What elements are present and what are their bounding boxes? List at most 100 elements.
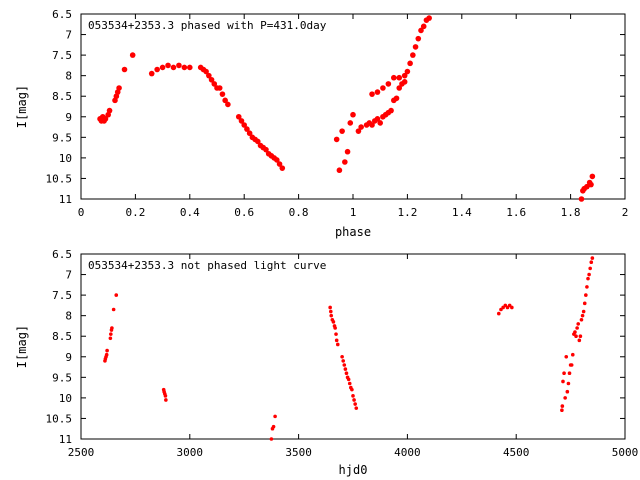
data-point — [343, 367, 348, 371]
x-tick-label: 1.6 — [506, 206, 526, 219]
data-point — [569, 363, 574, 367]
data-point — [241, 122, 247, 128]
data-point — [216, 85, 223, 91]
data-point — [102, 116, 109, 122]
y-tick-label: 6.5 — [52, 8, 72, 21]
data-point — [352, 398, 356, 402]
data-point — [222, 97, 228, 104]
data-point — [563, 396, 567, 400]
x-tick-label: 1.8 — [561, 206, 581, 219]
data-point — [333, 326, 337, 330]
data-point — [328, 305, 332, 310]
data-point — [254, 138, 261, 145]
data-point — [334, 332, 338, 336]
data-point — [358, 124, 364, 130]
data-point — [206, 72, 212, 79]
data-point — [388, 107, 394, 114]
data-point — [407, 60, 413, 67]
data-point — [159, 64, 166, 71]
data-point — [380, 85, 386, 91]
data-point — [576, 322, 581, 326]
y-tick-label: 8.5 — [52, 330, 72, 343]
data-point — [329, 309, 333, 314]
y-tick-label: 10 — [59, 152, 72, 165]
data-point — [211, 81, 218, 87]
x-tick-label: 2 — [622, 206, 629, 219]
data-point — [176, 62, 182, 69]
y-axis-label: I[mag] — [15, 85, 29, 128]
y-tick-label: 10.5 — [46, 412, 73, 425]
data-point — [329, 313, 334, 318]
data-point — [565, 389, 570, 394]
y-tick-label: 7.5 — [52, 289, 72, 302]
data-point — [331, 320, 336, 324]
data-point — [574, 334, 578, 339]
y-tick-label: 7 — [65, 29, 72, 42]
data-point — [369, 91, 375, 97]
data-point — [589, 173, 596, 180]
data-point — [570, 352, 575, 357]
data-point — [110, 326, 114, 330]
data-point — [187, 64, 193, 71]
data-point — [354, 406, 359, 410]
data-point — [566, 381, 571, 386]
data-point — [351, 394, 355, 398]
data-point — [350, 387, 354, 392]
data-point — [344, 371, 349, 376]
data-point — [106, 107, 113, 114]
data-point — [575, 326, 579, 330]
data-point — [577, 338, 582, 343]
data-point — [339, 128, 345, 134]
data-point — [580, 313, 585, 318]
chart-title: 053534+2353.3 phased with P=431.0day — [88, 19, 327, 32]
data-point — [579, 317, 584, 322]
y-tick-label: 9.5 — [52, 131, 72, 144]
data-point — [585, 285, 589, 289]
data-point — [148, 70, 155, 77]
data-point — [274, 157, 280, 163]
x-tick-label: 1.2 — [397, 206, 417, 219]
x-tick-label: 1.4 — [452, 206, 472, 219]
data-point — [588, 181, 594, 188]
y-axis-label: I[mag] — [15, 325, 29, 368]
y-tick-label: 8.5 — [52, 90, 72, 103]
x-axis-label: phase — [335, 225, 371, 239]
data-point — [401, 79, 408, 85]
data-point — [401, 72, 408, 79]
data-point — [418, 27, 424, 34]
data-point — [582, 301, 587, 306]
data-point — [109, 332, 113, 336]
x-tick-label: 4500 — [503, 446, 530, 459]
y-tick-label: 9.5 — [52, 371, 72, 384]
data-point — [355, 128, 362, 134]
plot-frame-0 — [80, 13, 626, 200]
data-point — [385, 81, 392, 87]
x-tick-label: 3500 — [285, 446, 312, 459]
data-point — [590, 256, 595, 260]
x-tick-label: 0.8 — [289, 206, 309, 219]
data-point — [567, 371, 572, 376]
x-tick-label: 2500 — [68, 446, 95, 459]
data-point — [404, 68, 411, 75]
data-point — [426, 15, 432, 21]
data-point — [219, 91, 226, 97]
x-tick-label: 0.6 — [234, 206, 254, 219]
data-point — [347, 381, 352, 386]
data-point — [589, 260, 594, 265]
y-tick-label: 11 — [59, 433, 72, 446]
data-point — [369, 122, 375, 128]
data-point — [164, 398, 168, 402]
data-point — [564, 354, 569, 359]
data-point — [165, 62, 171, 69]
data-point — [105, 348, 109, 353]
data-point — [276, 161, 283, 167]
data-point — [238, 118, 245, 124]
data-point — [510, 305, 514, 310]
x-tick-label: 5000 — [612, 446, 639, 459]
y-tick-label: 8 — [65, 70, 72, 83]
data-point — [335, 342, 340, 347]
data-point — [114, 293, 119, 297]
data-point — [393, 95, 400, 102]
data-point — [578, 196, 585, 202]
data-point — [108, 336, 113, 341]
